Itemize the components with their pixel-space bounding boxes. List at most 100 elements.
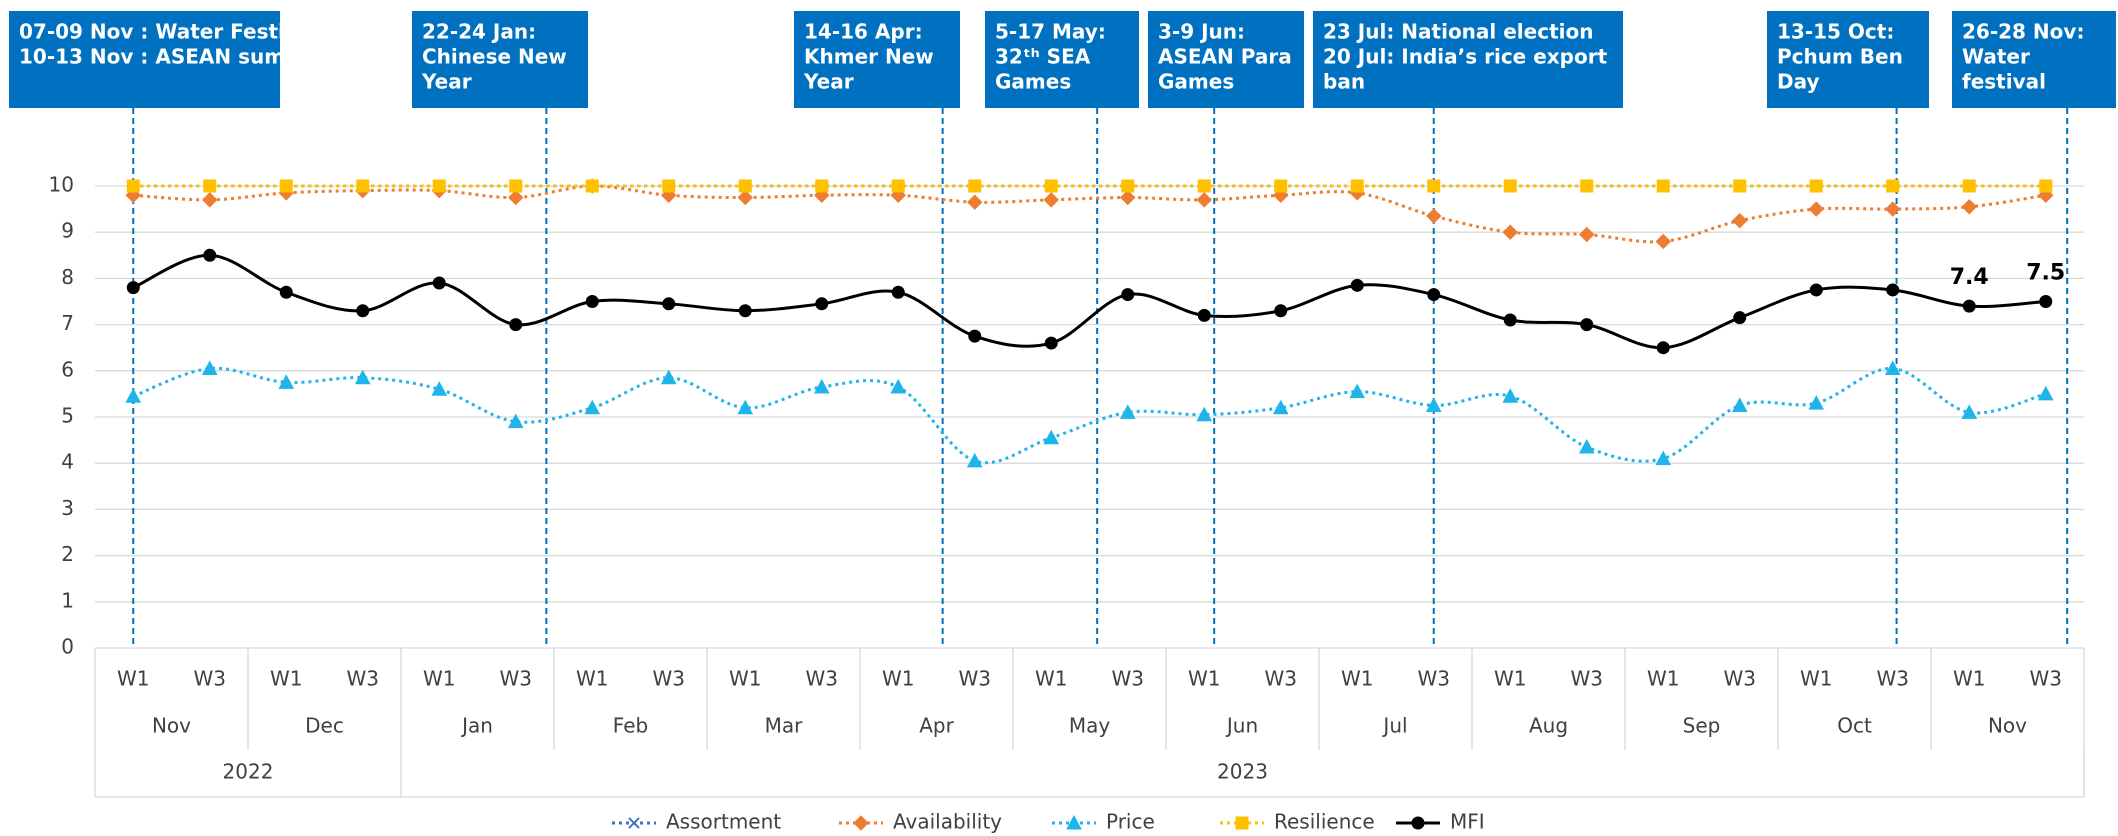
annotation-box [1767, 11, 1929, 108]
point [1426, 208, 1442, 224]
x-tick-label: W1 [1953, 667, 1986, 691]
legend-label: Availability [893, 810, 1002, 834]
point [201, 360, 218, 375]
point [2039, 295, 2053, 308]
point [1733, 311, 1747, 325]
point [1503, 179, 1517, 193]
point [1884, 360, 1901, 375]
point [203, 248, 217, 262]
legend-marker [853, 815, 869, 831]
x-tick-label: W1 [882, 667, 915, 691]
point [1962, 299, 1976, 313]
annotation-text: Chinese New [422, 45, 567, 69]
legend-marker [628, 817, 640, 829]
y-tick-label: 5 [61, 404, 74, 428]
series [125, 178, 2054, 250]
point [1349, 383, 1366, 399]
annotation-text: 20 Jul: India’s rice export [1323, 45, 1608, 69]
x-tick-label: W3 [2030, 667, 2063, 691]
point [1274, 304, 1288, 318]
x-tick-label: W3 [194, 667, 227, 691]
legend-marker [1066, 814, 1082, 830]
data-label: 7.5 [2026, 261, 2065, 286]
point [432, 179, 446, 193]
point [1809, 179, 1823, 193]
point [584, 399, 601, 415]
point [660, 369, 677, 385]
series [125, 360, 2054, 468]
annotation-text: 32ᵗʰ SEA [995, 45, 1091, 69]
point [1274, 179, 1288, 193]
point [1731, 397, 1748, 412]
series [126, 179, 2053, 193]
x-tick-label: W3 [959, 667, 992, 691]
annotation-text: Year [803, 70, 854, 94]
point [967, 194, 983, 210]
point [1578, 438, 1595, 454]
point [1044, 179, 1058, 193]
annotation-text: Games [995, 70, 1071, 94]
point [1043, 192, 1059, 208]
point [1579, 226, 1595, 243]
point [1272, 399, 1289, 415]
point [1808, 395, 1825, 410]
point [278, 374, 295, 389]
annotation-text: ASEAN Para [1158, 45, 1292, 69]
annotation-text: Pchum Ben [1777, 45, 1903, 69]
x-tick-label: W1 [1341, 667, 1374, 691]
x-tick-label: W3 [1877, 667, 1910, 691]
point [585, 295, 599, 308]
annotation-text: Year [421, 70, 472, 94]
point [1121, 179, 1135, 193]
x-tick-label: W3 [500, 667, 533, 691]
point [2039, 179, 2053, 193]
point [1502, 224, 1518, 240]
annotation-text: Games [1158, 70, 1234, 94]
legend-item: Price [1052, 810, 1155, 834]
legend-item: MFI [1396, 810, 1485, 834]
point [890, 378, 907, 394]
annotation-box [1952, 11, 2116, 108]
point [432, 276, 446, 290]
point [968, 329, 982, 343]
point [1962, 179, 1976, 193]
point [354, 369, 371, 385]
point [126, 281, 140, 295]
point [1197, 179, 1211, 193]
point [891, 285, 905, 299]
annotation-box [794, 11, 960, 108]
point [1886, 283, 1900, 297]
point [891, 179, 905, 193]
month-label: Nov [152, 714, 191, 738]
point [815, 179, 829, 193]
point [126, 179, 140, 193]
x-tick-label: W3 [1418, 667, 1451, 691]
point [1044, 336, 1058, 350]
point [662, 179, 676, 193]
point [1427, 288, 1441, 302]
annotation-text: 13-15 Oct: [1777, 20, 1894, 44]
point [1196, 406, 1213, 422]
point [356, 304, 370, 318]
x-tick-label: W1 [1647, 667, 1680, 691]
annotation-text: Khmer New [804, 45, 934, 69]
legend-label: Price [1106, 810, 1155, 834]
point [125, 388, 142, 403]
annotation-text: festival [1962, 70, 2046, 94]
point [1885, 201, 1901, 217]
point [1043, 429, 1060, 445]
month-label: Dec [305, 714, 344, 738]
annotation-text: 07-09 Nov : Water Festival [19, 20, 318, 44]
point [1655, 450, 1672, 466]
point [1503, 313, 1517, 327]
point [813, 378, 830, 394]
annotation-box [1313, 11, 1623, 108]
point [1656, 179, 1670, 193]
legend-item: Availability [839, 810, 1002, 834]
